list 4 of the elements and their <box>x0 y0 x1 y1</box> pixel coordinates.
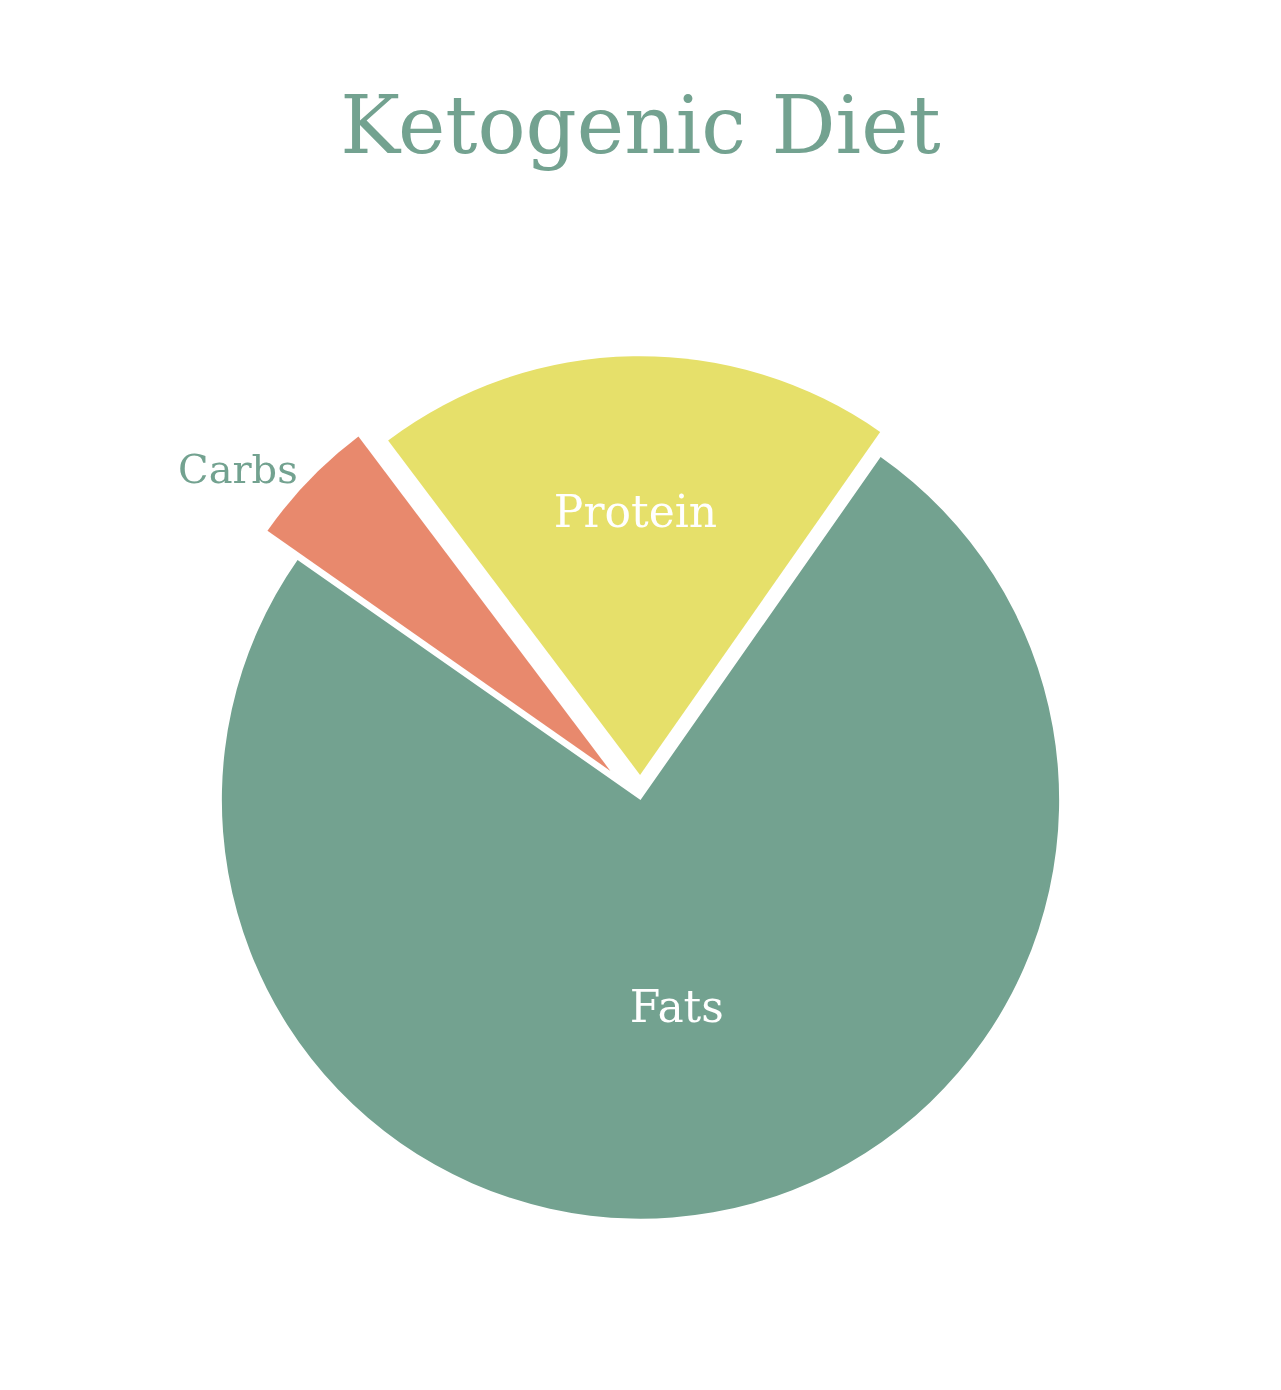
chart-title: Ketogenic Diet <box>340 79 941 173</box>
slice-label: Protein <box>553 485 718 537</box>
slice-label: Carbs <box>178 446 298 493</box>
slice-label: Fats <box>629 980 724 1032</box>
